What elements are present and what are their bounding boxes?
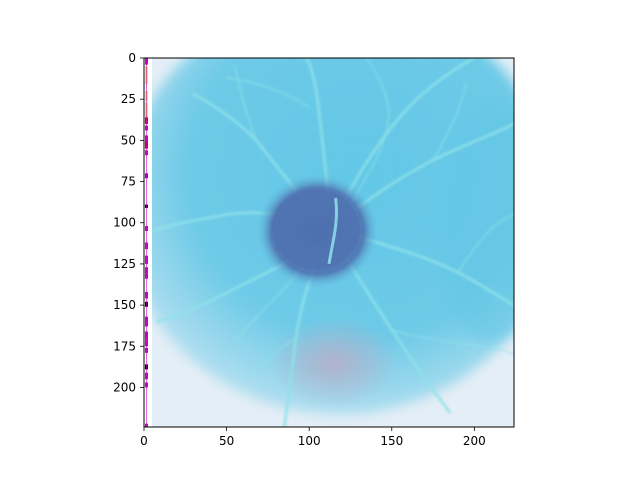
optic-disc-core xyxy=(271,189,360,270)
x-axis: 0 50 100 150 200 xyxy=(140,427,486,448)
y-tick-label: 75 xyxy=(121,175,136,189)
y-tick-label: 0 xyxy=(128,51,136,65)
x-tick-label: 150 xyxy=(380,434,403,448)
y-tick-label: 150 xyxy=(113,298,136,312)
y-tick-label: 100 xyxy=(113,216,136,230)
retina-right-glow xyxy=(435,102,514,343)
edge-artifacts xyxy=(144,58,152,427)
y-axis: 0 25 50 75 100 125 150 175 200 xyxy=(113,51,144,394)
y-tick-label: 175 xyxy=(113,339,136,353)
x-tick-label: 200 xyxy=(463,434,486,448)
retinal-vessel xyxy=(225,77,310,109)
axes-frame xyxy=(143,57,515,428)
lower-shadow xyxy=(268,317,399,408)
y-tick-label: 25 xyxy=(121,92,136,106)
disc-vessel-trunk xyxy=(327,197,338,265)
y-tick-label: 200 xyxy=(113,380,136,394)
retinal-vessel xyxy=(457,213,514,273)
retinal-vessel xyxy=(391,329,514,356)
retinal-vessel xyxy=(234,65,258,142)
retinal-vessel xyxy=(432,81,467,161)
edge-artifact-line xyxy=(146,58,147,427)
x-tick-label: 100 xyxy=(298,434,321,448)
fundus-image xyxy=(144,58,514,427)
y-tick-label: 125 xyxy=(113,257,136,271)
x-tick-label: 50 xyxy=(219,434,234,448)
retinal-vessel xyxy=(242,337,297,380)
x-tick-label: 0 xyxy=(140,434,148,448)
y-tick-label: 50 xyxy=(121,133,136,147)
